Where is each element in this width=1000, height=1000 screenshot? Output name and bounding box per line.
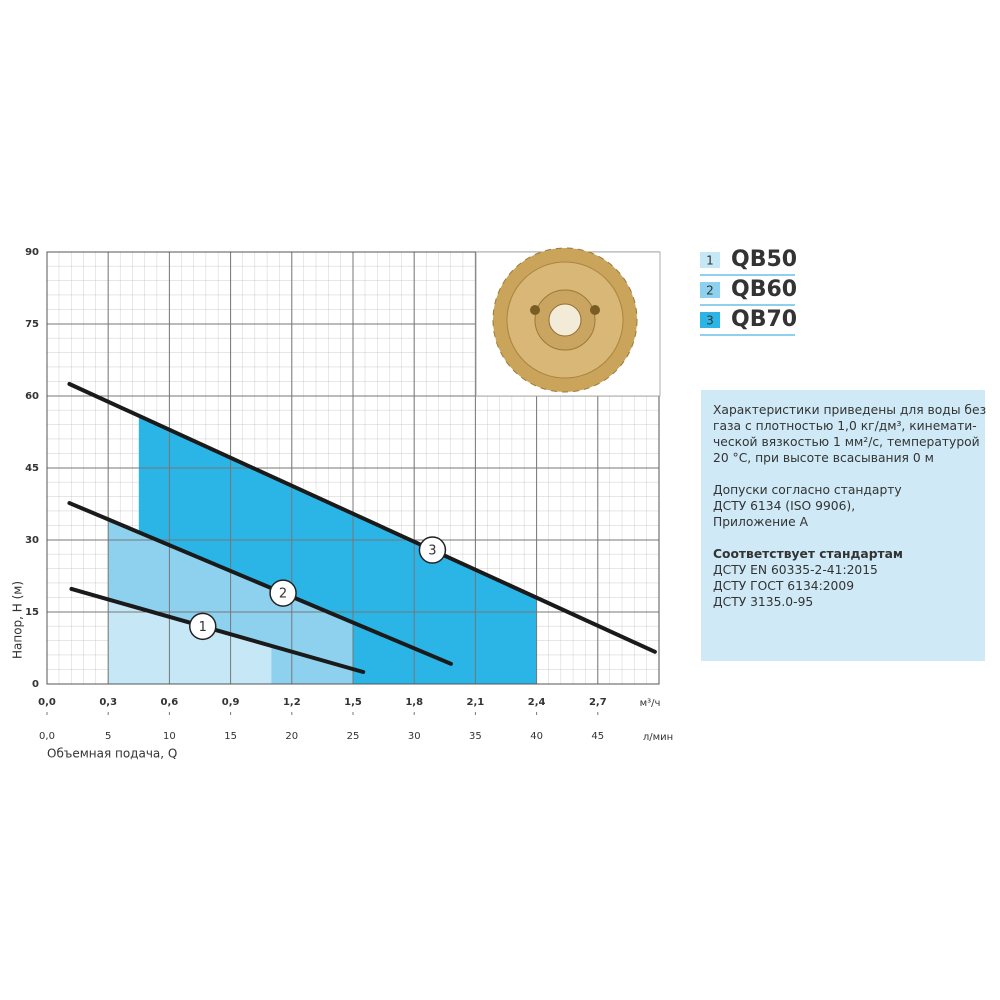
x2-tick-label: 15: [224, 731, 237, 742]
x-tick-label: 0,9: [222, 697, 240, 708]
y-tick-label: 45: [25, 463, 39, 474]
note-line: Характеристики приведены для воды без: [713, 403, 987, 417]
series-line: [67, 501, 453, 666]
note-heading: Соответствует стандартам: [713, 547, 903, 561]
x-axis-title: Объемная подача, Q: [47, 747, 177, 761]
x2-tick-label: 40: [530, 731, 543, 742]
line-marker-label: 3: [428, 544, 436, 559]
x-tick-label: 0,0: [38, 697, 56, 708]
x-tick-label: 2,7: [589, 697, 607, 708]
spacer: [713, 466, 973, 482]
x2-tick-label: 0,0: [39, 731, 55, 742]
spacer: [713, 530, 973, 546]
y-tick-label: 90: [25, 247, 39, 258]
note-line: Допуски согласно стандарту: [713, 483, 902, 497]
x-tick-label: 1,2: [283, 697, 301, 708]
y-axis-title: Напор, H (м): [11, 581, 25, 659]
series-line: [67, 382, 657, 654]
x2-unit: л/мин: [643, 732, 673, 743]
legend-name: QB60: [731, 277, 797, 302]
series-line: [69, 586, 366, 674]
note-line: 20 °С, при высоте всасывания 0 м: [713, 451, 934, 465]
x2-tick-label: 30: [408, 731, 421, 742]
line-marker: [189, 612, 217, 641]
x-tick-label: 1,5: [344, 697, 362, 708]
line-marker: [418, 536, 447, 564]
y-tick-label: 75: [25, 319, 39, 330]
legend-number: 3: [706, 314, 714, 328]
y-tick-label: 30: [25, 535, 39, 546]
x-tick-label: 0,6: [161, 697, 179, 708]
line-marker: [269, 579, 297, 607]
notes-box: Характеристики приведены для воды без газ…: [701, 390, 987, 661]
x-tick-label: 1,8: [405, 697, 423, 708]
note-line: ДСТУ 3135.0-95: [713, 595, 814, 609]
legend-number: 2: [706, 284, 714, 298]
note-line: ческой вязкостью 1 мм²/с, температурой: [713, 435, 980, 449]
legend-swatch: [700, 282, 720, 298]
note-line: газа с плотностью 1,0 кг/дм³, кинемати-: [713, 419, 977, 433]
x2-tick-label: 20: [285, 731, 298, 742]
plot-frame: [46, 251, 660, 685]
y-tick-label: 0: [32, 679, 39, 690]
impeller-photo: [475, 247, 661, 397]
note-line: ДСТУ ГОСТ 6134:2009: [713, 579, 855, 593]
x2-tick-label: 5: [105, 731, 111, 742]
y-tick-label: 60: [25, 391, 39, 402]
note-line: Приложение А: [713, 515, 808, 529]
line-marker-label: 1: [199, 620, 207, 635]
y-tick-label: 15: [25, 607, 39, 618]
note-line: ДСТУ EN 60335-2-41:2015: [713, 563, 878, 577]
x-unit: м³/ч: [640, 698, 661, 709]
x2-tick-label: 45: [591, 731, 604, 742]
x-tick-label: 0,3: [99, 697, 117, 708]
x2-tick-label: 10: [163, 731, 176, 742]
x2-tick-label: 35: [469, 731, 482, 742]
legend-swatch: [700, 252, 720, 268]
legend-swatch: [700, 312, 720, 328]
line-marker-label: 2: [279, 587, 287, 602]
x-tick-label: 2,4: [528, 697, 546, 708]
legend-number: 1: [706, 254, 714, 268]
note-line: ДСТУ 6134 (ISO 9906),: [713, 499, 856, 513]
x-tick-label: 2,1: [467, 697, 485, 708]
legend-name: QB50: [731, 247, 797, 272]
legend-name: QB70: [731, 307, 797, 332]
x2-tick-label: 25: [347, 731, 360, 742]
